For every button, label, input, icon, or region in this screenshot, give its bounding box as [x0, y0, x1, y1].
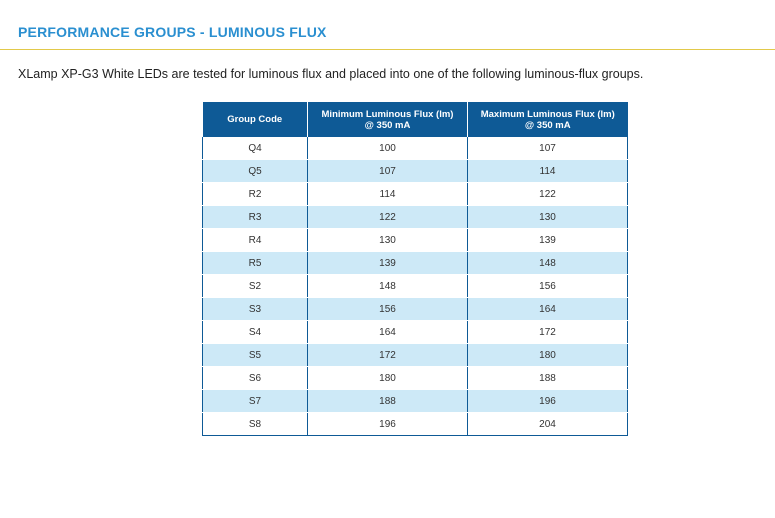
max-flux-cell: 188 [467, 366, 628, 390]
header-group-code-label: Group Code [227, 114, 283, 125]
header-max-flux: Maximum Luminous Flux (lm) @ 350 mA [467, 102, 628, 137]
table-row: S5 172 180 [202, 343, 628, 367]
table-row: R2 114 122 [202, 182, 628, 206]
max-flux-cell: 122 [467, 182, 628, 206]
table-header-row: Group Code Minimum Luminous Flux (lm) @ … [202, 102, 628, 137]
table-row: Q5 107 114 [202, 159, 628, 183]
min-flux-cell: 114 [307, 182, 468, 206]
table-body: Q4 100 107 Q5 107 114 R2 114 122 R3 122 130 R4 130 139… [202, 137, 628, 436]
header-min-flux: Minimum Luminous Flux (lm) @ 350 mA [307, 102, 468, 137]
min-flux-cell: 148 [307, 274, 468, 298]
group-code-cell: S4 [202, 320, 308, 344]
group-code-cell: S5 [202, 343, 308, 367]
table-row: S3 156 164 [202, 297, 628, 321]
min-flux-cell: 180 [307, 366, 468, 390]
min-flux-cell: 172 [307, 343, 468, 367]
table-row: R5 139 148 [202, 251, 628, 275]
table-row: Q4 100 107 [202, 137, 628, 160]
max-flux-cell: 164 [467, 297, 628, 321]
min-flux-cell: 139 [307, 251, 468, 275]
max-flux-cell: 148 [467, 251, 628, 275]
group-code-cell: S3 [202, 297, 308, 321]
min-flux-cell: 164 [307, 320, 468, 344]
intro-paragraph: XLamp XP-G3 White LEDs are tested for lu… [18, 67, 644, 81]
min-flux-cell: 188 [307, 389, 468, 413]
group-code-cell: S6 [202, 366, 308, 390]
min-flux-cell: 122 [307, 205, 468, 229]
luminous-flux-table: Group Code Minimum Luminous Flux (lm) @ … [202, 102, 628, 436]
min-flux-cell: 196 [307, 412, 468, 436]
max-flux-cell: 107 [467, 137, 628, 160]
group-code-cell: S2 [202, 274, 308, 298]
group-code-cell: R4 [202, 228, 308, 252]
group-code-cell: R5 [202, 251, 308, 275]
table-row: S6 180 188 [202, 366, 628, 390]
header-min-flux-label: Minimum Luminous Flux (lm) [321, 108, 454, 120]
min-flux-cell: 130 [307, 228, 468, 252]
max-flux-cell: 204 [467, 412, 628, 436]
max-flux-cell: 196 [467, 389, 628, 413]
table-row: S8 196 204 [202, 412, 628, 436]
max-flux-cell: 139 [467, 228, 628, 252]
group-code-cell: R3 [202, 205, 308, 229]
max-flux-cell: 172 [467, 320, 628, 344]
max-flux-cell: 130 [467, 205, 628, 229]
max-flux-cell: 180 [467, 343, 628, 367]
table-row: R4 130 139 [202, 228, 628, 252]
title-divider [0, 49, 775, 50]
max-flux-cell: 114 [467, 159, 628, 183]
group-code-cell: R2 [202, 182, 308, 206]
table-row: S4 164 172 [202, 320, 628, 344]
group-code-cell: S8 [202, 412, 308, 436]
table-row: S2 148 156 [202, 274, 628, 298]
header-min-flux-condition: @ 350 mA [364, 119, 411, 131]
luminous-flux-table-container: Group Code Minimum Luminous Flux (lm) @ … [202, 102, 628, 436]
min-flux-cell: 107 [307, 159, 468, 183]
group-code-cell: Q4 [202, 137, 308, 160]
section-title: PERFORMANCE GROUPS - LUMINOUS FLUX [18, 24, 327, 40]
group-code-cell: S7 [202, 389, 308, 413]
min-flux-cell: 156 [307, 297, 468, 321]
max-flux-cell: 156 [467, 274, 628, 298]
header-max-flux-condition: @ 350 mA [524, 119, 571, 131]
table-row: S7 188 196 [202, 389, 628, 413]
header-group-code: Group Code [202, 102, 308, 137]
min-flux-cell: 100 [307, 137, 468, 160]
header-max-flux-label: Maximum Luminous Flux (lm) [480, 108, 615, 120]
group-code-cell: Q5 [202, 159, 308, 183]
table-row: R3 122 130 [202, 205, 628, 229]
